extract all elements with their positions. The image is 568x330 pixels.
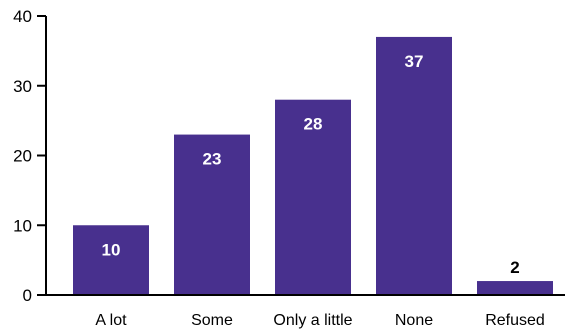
data-label: 23 bbox=[203, 150, 222, 169]
bars bbox=[73, 36, 553, 296]
y-tick-label: 30 bbox=[13, 77, 32, 96]
bar bbox=[275, 99, 351, 295]
data-label: 28 bbox=[304, 115, 323, 134]
category-label: Refused bbox=[485, 312, 545, 329]
category-label: Some bbox=[191, 312, 233, 329]
data-label: 2 bbox=[510, 258, 519, 277]
y-axis-ticks: 0 10 20 30 40 bbox=[13, 7, 46, 305]
data-label: 10 bbox=[102, 240, 121, 259]
bar bbox=[174, 134, 250, 295]
bar bbox=[477, 281, 553, 295]
category-label: None bbox=[395, 312, 433, 329]
data-labels: 10 23 28 37 2 bbox=[102, 52, 520, 277]
y-tick-label: 20 bbox=[13, 147, 32, 166]
y-tick-label: 40 bbox=[13, 7, 32, 26]
data-label: 37 bbox=[405, 52, 424, 71]
y-tick-label: 0 bbox=[23, 286, 32, 305]
category-label: A lot bbox=[95, 312, 127, 329]
category-labels: A lot Some Only a little None Refused bbox=[95, 312, 544, 329]
category-label: Only a little bbox=[273, 312, 352, 329]
bar bbox=[376, 36, 452, 296]
y-tick-label: 10 bbox=[13, 216, 32, 235]
bar bbox=[73, 225, 149, 295]
